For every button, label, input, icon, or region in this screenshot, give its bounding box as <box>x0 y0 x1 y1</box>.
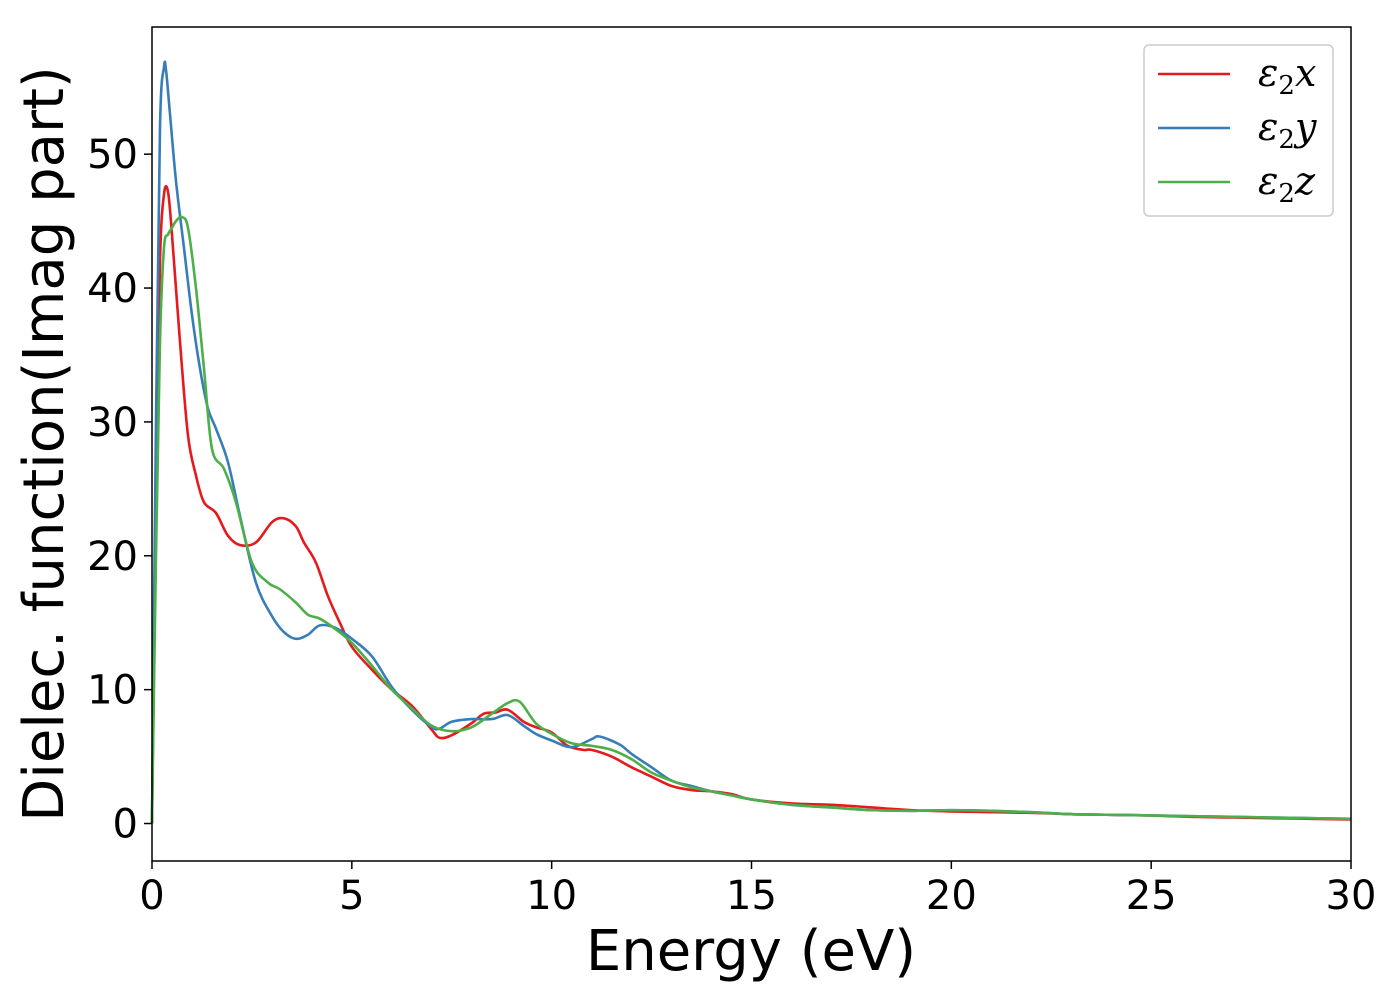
x-tick-label: 5 <box>339 873 364 919</box>
legend-subscript: 2 <box>1278 125 1295 155</box>
legend-component: y <box>1293 105 1317 149</box>
legend-label-1: ε2x <box>1258 51 1316 101</box>
tick-layer: 0 5 10 15 20 25 30 0 10 20 30 40 50 <box>87 132 1376 919</box>
legend-symbol: ε <box>1258 51 1278 95</box>
y-tick-label: 10 <box>87 668 138 714</box>
x-axis-title: Energy (eV) <box>586 919 916 984</box>
y-tick-label: 30 <box>87 400 138 446</box>
y-tick-label: 40 <box>87 266 138 312</box>
legend-subscript: 2 <box>1278 179 1295 209</box>
legend-component: z <box>1294 159 1316 203</box>
y-tick-label: 0 <box>113 802 138 848</box>
x-tick-label: 30 <box>1326 873 1377 919</box>
y-tick-label: 50 <box>87 132 138 178</box>
legend-box <box>1143 44 1334 217</box>
series-layer <box>150 60 1352 824</box>
x-tick-label: 15 <box>726 873 777 919</box>
x-tick-label: 25 <box>1126 873 1177 919</box>
series-line-3 <box>150 215 1352 824</box>
series-line-1 <box>150 184 1352 824</box>
legend-label-3: ε2z <box>1258 159 1316 209</box>
legend-label-2: ε2y <box>1258 105 1317 155</box>
legend-subscript: 2 <box>1278 71 1295 101</box>
legend-symbol: ε <box>1258 159 1278 203</box>
legend-symbol: ε <box>1258 105 1278 149</box>
legend-component: x <box>1295 51 1316 95</box>
y-axis-title: Dielec. function(Imag part) <box>12 66 77 822</box>
y-tick-label: 20 <box>87 534 138 580</box>
x-tick-label: 0 <box>139 873 164 919</box>
x-tick-label: 10 <box>526 873 577 919</box>
x-tick-label: 20 <box>926 873 977 919</box>
